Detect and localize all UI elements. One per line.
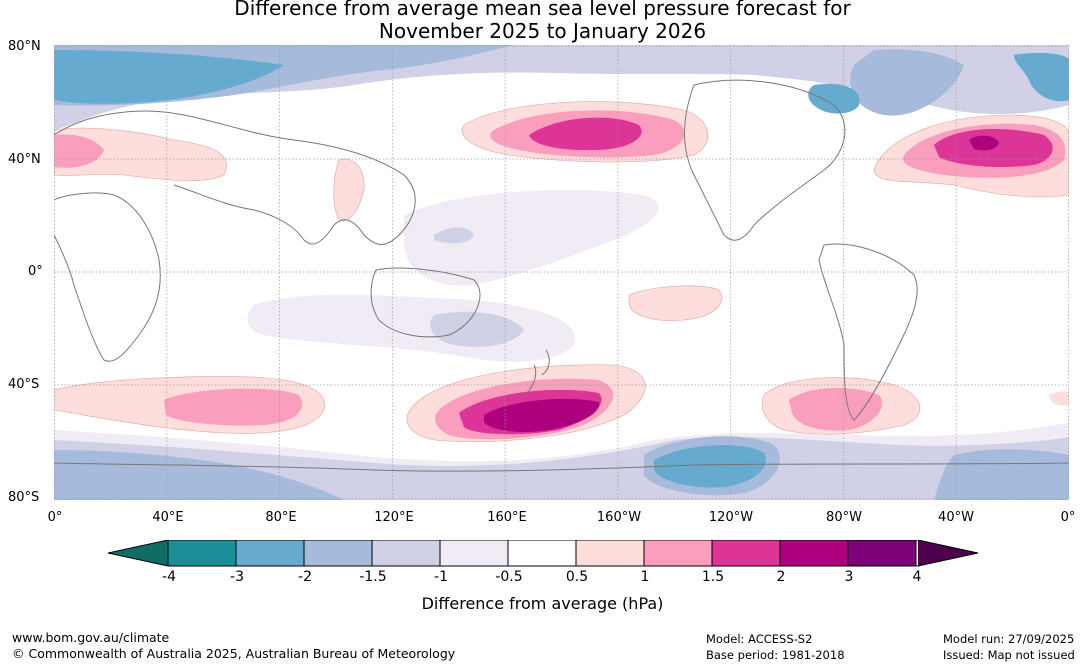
graticule [54, 45, 1069, 500]
copyright-text: © Commonwealth of Australia 2025, Austra… [12, 646, 456, 661]
lat-label-80s: 80°S [8, 490, 40, 505]
colorbar-tick: -4 [162, 569, 176, 585]
source-url: www.bom.gov.au/climate [12, 630, 170, 645]
colorbar-over-arrow [918, 540, 978, 566]
south-america-outline [818, 243, 918, 421]
lon-label-0-right: 0° [1060, 510, 1076, 525]
colorbar-cell [848, 540, 916, 566]
europe-high [54, 127, 365, 222]
colorbar-tick: 1.5 [701, 569, 725, 585]
chart-title: Difference from average mean sea level p… [0, 0, 1085, 43]
southern-ocean-low-region [54, 423, 1069, 500]
colorbar-cell [576, 540, 644, 566]
lon-label-160w: 160°W [596, 510, 642, 525]
colorbar-outline [108, 540, 978, 567]
southern-atlantic-high [761, 377, 1069, 435]
lon-label-120w: 120°W [708, 510, 754, 525]
new-zealand-outline [523, 349, 550, 396]
africa-outline [54, 192, 161, 362]
colorbar-cell [236, 540, 304, 566]
colorbar-cell [508, 540, 576, 566]
lat-label-40s: 40°S [8, 377, 40, 392]
lat-label-80n: 80°N [8, 39, 41, 54]
colorbar-tick: -3 [230, 569, 244, 585]
colorbar-cell [644, 540, 712, 566]
footer-model-info: Model: ACCESS-S2 Base period: 1981-2018 [706, 631, 845, 663]
north-pacific-high [461, 101, 709, 163]
colorbar-tick: -1 [434, 569, 448, 585]
model-name: Model: ACCESS-S2 [706, 632, 813, 646]
north-america-outline [684, 79, 846, 241]
colorbar-cell [780, 540, 848, 566]
colorbar-tick: 4 [912, 569, 922, 585]
lon-label-40e: 40°E [152, 510, 184, 525]
colorbar-tick: 2 [776, 569, 786, 585]
colorbar-tick: 3 [844, 569, 854, 585]
colorbar-cell [372, 540, 440, 566]
colorbar-cell [168, 540, 236, 566]
colorbar-under-arrow [108, 540, 168, 566]
colorbar-tick: 0.5 [565, 569, 589, 585]
colorbar-cell [712, 540, 780, 566]
title-line-1: Difference from average mean sea level p… [234, 0, 851, 20]
lat-label-40n: 40°N [8, 152, 41, 167]
colorbar-tick: 1 [640, 569, 650, 585]
lat-label-equator: 0° [28, 264, 43, 279]
issued-status: Issued: Map not issued [943, 648, 1075, 662]
lon-label-40w: 40°W [938, 510, 974, 525]
eurasia-outline [54, 110, 416, 245]
north-atlantic-high [873, 114, 1069, 198]
pressure-anomaly-map [54, 45, 1069, 500]
tropical-slight-low [247, 190, 659, 362]
colorbar-tick: -1.5 [359, 569, 387, 585]
southern-pacific-high [406, 364, 646, 443]
lon-label-80w: 80°W [826, 510, 862, 525]
east-pacific-high [628, 285, 723, 321]
lon-label-80e: 80°E [265, 510, 297, 525]
title-line-2: November 2025 to January 2026 [378, 19, 707, 43]
colorbar-title: Difference from average (hPa) [421, 594, 664, 613]
colorbar-cell [440, 540, 508, 566]
lon-label-0-left: 0° [47, 510, 63, 525]
base-period: Base period: 1981-2018 [706, 648, 845, 662]
lon-label-120e: 120°E [374, 510, 414, 525]
continent-outlines [54, 79, 1069, 472]
colorbar-tick: -2 [298, 569, 312, 585]
footer-run-info: Model run: 27/09/2025 Issued: Map not is… [943, 631, 1075, 663]
southern-indian-ocean-high [54, 376, 325, 434]
colorbar-cell [304, 540, 372, 566]
arctic-low-region [54, 45, 1069, 130]
australia-outline [370, 267, 481, 338]
antarctica-outline [54, 462, 1069, 472]
lon-label-160e: 160°E [487, 510, 527, 525]
colorbar-tick: -0.5 [495, 569, 523, 585]
colorbar [108, 540, 978, 567]
footer-left: www.bom.gov.au/climate © Commonwealth of… [12, 630, 455, 662]
model-run: Model run: 27/09/2025 [943, 632, 1075, 646]
